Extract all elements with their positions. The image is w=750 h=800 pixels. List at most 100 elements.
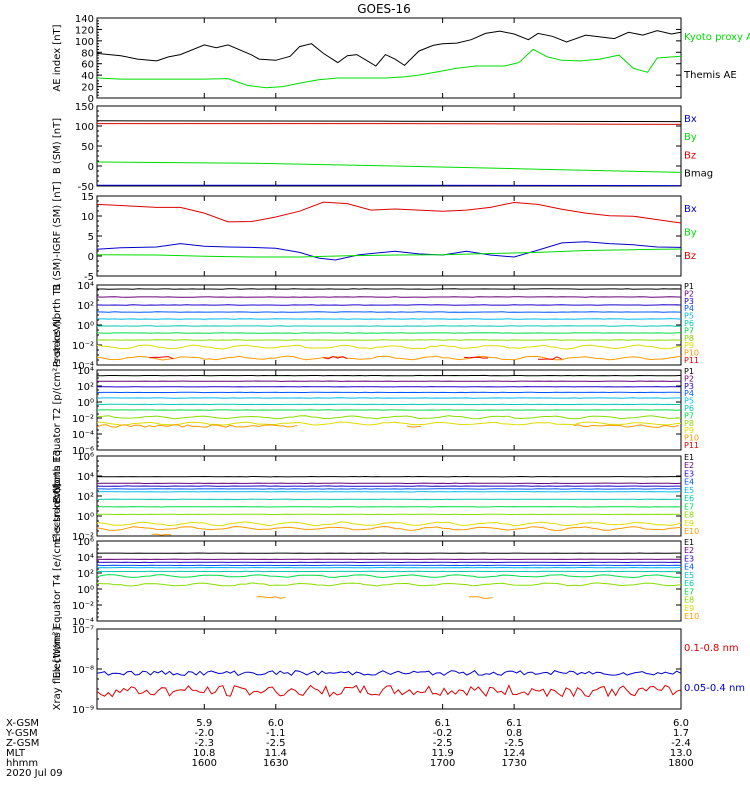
y-tick-label: 120 (75, 25, 94, 36)
panel-7: 10⁶ 10⁴ 10² 10⁰ 10⁻² 10⁻⁴ Electrons Equator T4… (52, 483, 699, 678)
y-tick-label: 10⁻⁸ (72, 665, 94, 676)
panel-8: 10⁻⁷ 10⁻⁸ 10⁻⁹ Xray flux [W/m²] 0.1-0.8 nm 0.… (52, 625, 745, 716)
y-tick-label: 80 (81, 48, 94, 59)
legend-entry: Bx (684, 114, 697, 125)
y-axis-label: Protons North T1 (52, 283, 63, 367)
legend-entry: Bz (684, 251, 696, 262)
legend-entry: Themis AE (683, 70, 737, 81)
axis-row-label: X-GSM (6, 718, 39, 729)
legend-entry: E6 (684, 494, 694, 503)
legend-entry: E9 (684, 604, 694, 613)
axis-row-value: 6.1 (435, 718, 451, 729)
channel-segment (151, 533, 171, 536)
y-tick-label: 0 (88, 94, 94, 105)
axis-row-label: MLT (6, 748, 26, 759)
y-tick-label: 10⁻² (72, 414, 94, 425)
y-tick-label: 100 (75, 37, 94, 48)
axis-row-label: Y-GSM (5, 728, 38, 739)
legend-entry: P9 (684, 426, 694, 435)
axis-row-value: 1700 (430, 758, 455, 769)
panel-frame (96, 628, 682, 710)
y-tick-label: 10⁰ (77, 398, 94, 409)
axis-row-label: hhmm (6, 758, 38, 769)
axis-row-value: -2.4 (671, 738, 691, 749)
legend-entry: E6 (684, 579, 694, 588)
channel-segment (537, 356, 563, 360)
legend-entry: P5 (684, 312, 694, 321)
xray-line-2 (96, 684, 681, 698)
legend-entry: E8 (684, 596, 694, 605)
y-tick-label: 10⁻⁷ (72, 625, 94, 636)
axis-row-value: 1800 (668, 758, 693, 769)
legend-entry: E1 (684, 453, 694, 462)
legend-entry: Bmag (684, 169, 713, 180)
legend-entry: Kyoto proxy AE (684, 32, 750, 43)
series-line-bz (96, 201, 682, 224)
y-tick-label: 20 (81, 83, 94, 94)
legend-entry: By (684, 132, 697, 143)
legend-entry: P2 (684, 374, 694, 383)
y-axis-label: B (SM) [nT] (52, 118, 63, 174)
y-tick-label: 150 (75, 102, 94, 113)
axis-row-label: Z-GSM (6, 738, 39, 749)
axis-row-value: 11.4 (265, 748, 287, 759)
legend-entry: E5 (684, 486, 694, 495)
axis-row-value: -2.5 (504, 738, 524, 749)
channel-segment (573, 424, 679, 428)
y-tick-label: 10⁻⁹ (72, 705, 94, 716)
y-tick-label: 10⁴ (77, 553, 94, 564)
legend-entry: E9 (684, 519, 694, 528)
axis-row-value: 13.0 (670, 748, 692, 759)
y-tick-label: -50 (78, 182, 94, 193)
channel-line-10 (96, 355, 682, 361)
y-tick-label: 10⁻⁴ (72, 361, 94, 372)
legend-entry: P7 (684, 411, 694, 420)
y-tick-label: 10⁰ (77, 321, 94, 332)
legend-entry: P1 (684, 282, 694, 291)
y-tick-label: 10² (77, 382, 94, 393)
y-tick-label: 100 (75, 122, 94, 133)
y-tick-label: 15 (81, 192, 94, 203)
axis-row-value: -0.2 (433, 728, 453, 739)
legend-entry: E7 (684, 587, 694, 596)
channel-line-8 (96, 415, 682, 420)
legend-entry: Bz (684, 150, 696, 161)
channel-line-9 (96, 421, 682, 426)
y-tick-label: 10⁴ (77, 281, 94, 292)
panel-6: 10⁶ 10⁴ 10² 10⁰ 10⁻² Electrons North T3 E1E2E3… (52, 449, 699, 543)
legend-entry: 0.05-0.4 nm (684, 683, 745, 694)
y-tick-label: 10⁴ (77, 472, 94, 483)
axis-row-value: 6.0 (268, 718, 284, 729)
channel-line-10 (96, 526, 682, 531)
y-axis-label: AE index [nT] (52, 24, 63, 91)
legend-entry: P11 (684, 441, 699, 450)
y-tick-label: 10⁰ (77, 512, 94, 523)
y-tick-label: 0 (88, 162, 94, 173)
legend-entry: P7 (684, 326, 694, 335)
panel-frame (96, 17, 682, 99)
legend-entry: P8 (684, 334, 694, 343)
channel-line-9 (96, 344, 682, 350)
y-axis-label: Electrons Equator T4 [e/(cm²-s-sr-keV)] (52, 483, 63, 678)
legend-entry: E10 (684, 527, 699, 536)
y-tick-label: 40 (81, 71, 94, 82)
series-line-bz (97, 123, 682, 125)
channel-segment (464, 356, 488, 359)
legend-entry: E3 (684, 554, 694, 563)
axis-row-value: -2.5 (266, 738, 286, 749)
y-tick-label: 10⁶ (77, 537, 94, 548)
y-tick-label: 10⁻² (72, 341, 94, 352)
y-tick-label: 140 (75, 14, 94, 25)
channel-segment (323, 355, 348, 360)
y-tick-label: 10 (81, 212, 94, 223)
series-line-bx (96, 241, 682, 261)
panel-2: 150 100 50 0 -50 B (SM) [nT] Bx By Bz Bmag (52, 102, 713, 193)
legend-entry: E4 (684, 478, 694, 487)
channel-segment (256, 596, 286, 599)
y-tick-label: 10⁰ (77, 585, 94, 596)
channel-segment (406, 425, 422, 428)
y-tick-label: 10² (77, 492, 94, 503)
xray-line-1 (96, 670, 681, 677)
